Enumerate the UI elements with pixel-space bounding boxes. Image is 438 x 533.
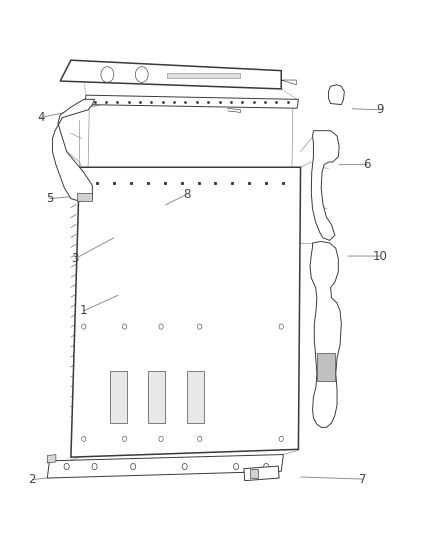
Text: 10: 10 (373, 249, 387, 263)
Polygon shape (310, 241, 341, 427)
Polygon shape (167, 73, 240, 78)
Polygon shape (148, 371, 165, 423)
Text: 8: 8 (183, 188, 191, 201)
Polygon shape (250, 469, 258, 478)
Text: 4: 4 (37, 111, 45, 124)
Text: 9: 9 (376, 103, 384, 116)
Text: 6: 6 (364, 158, 371, 171)
Polygon shape (47, 455, 283, 478)
Polygon shape (317, 353, 335, 382)
Text: 2: 2 (28, 473, 36, 486)
Polygon shape (244, 466, 279, 481)
Text: 5: 5 (46, 192, 53, 205)
Polygon shape (71, 167, 300, 457)
Polygon shape (47, 455, 56, 463)
Polygon shape (53, 99, 95, 201)
Text: 7: 7 (359, 473, 367, 486)
Polygon shape (78, 193, 92, 201)
Polygon shape (110, 371, 127, 423)
Text: 3: 3 (71, 252, 79, 265)
Polygon shape (311, 131, 339, 240)
Polygon shape (328, 85, 344, 104)
Polygon shape (60, 60, 281, 89)
Polygon shape (187, 371, 204, 423)
Polygon shape (85, 95, 298, 108)
Text: 1: 1 (80, 304, 88, 317)
